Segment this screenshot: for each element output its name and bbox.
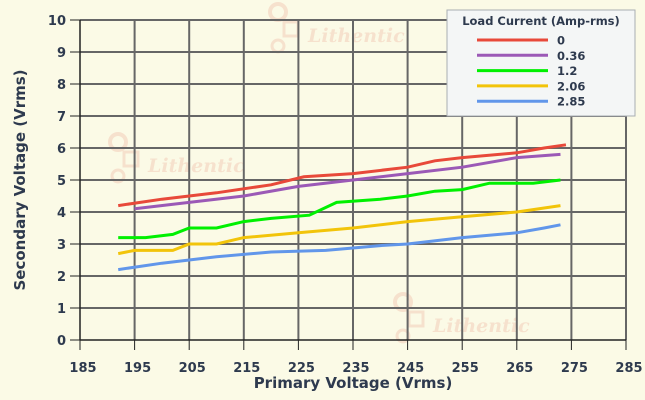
series-line-2.85 [118, 223, 561, 272]
x-axis-label: Primary Voltage (Vrms) [254, 374, 453, 392]
legend: Load Current (Amp-rms) 00.361.22.06 2.85 [446, 9, 636, 117]
x-tick-label: 185 [69, 361, 96, 376]
y-tick-label: 10 [48, 14, 66, 29]
x-tick-label: 275 [561, 361, 588, 376]
y-tick-label: 0 [57, 334, 66, 349]
axes: 185 195 205 215 225 235 245 255 265 275 285 0 1 2 3 4 5 6… [48, 14, 643, 376]
y-tick-label: 2 [57, 270, 66, 285]
y-tick-label: 1 [57, 302, 66, 317]
y-tick-label: 9 [57, 46, 66, 61]
series-line-2.06 [117, 204, 561, 256]
series-lines [117, 143, 567, 272]
y-tick-label: 5 [57, 174, 66, 189]
y-tick-label: 8 [57, 78, 66, 93]
x-tick-label: 205 [179, 361, 206, 376]
watermark-text: Lithentic [432, 315, 530, 337]
legend-item-label: 0 [557, 34, 565, 48]
watermark-text: Lithentic [147, 155, 245, 177]
x-tick-label: 245 [397, 361, 424, 376]
legend-item-label: 0.36 [557, 49, 585, 63]
y-tick-label: 6 [57, 142, 66, 157]
y-tick-label: 7 [57, 110, 66, 125]
legend-item-label: 1.2 [557, 64, 577, 78]
x-tick-label: 225 [288, 361, 315, 376]
watermarks: Lithentic Lithentic Lithentic [108, 2, 530, 344]
watermark-logo: Lithentic [268, 2, 405, 54]
series-line-0.36 [134, 152, 561, 211]
x-tick-label: 195 [124, 361, 151, 376]
watermark-logo: Lithentic [393, 292, 530, 344]
x-tick-label: 235 [342, 361, 369, 376]
legend-item-label: 2.06 [557, 79, 585, 93]
x-tick-label: 255 [452, 361, 479, 376]
series-line-1.2 [118, 178, 561, 240]
watermark-logo: Lithentic [108, 132, 245, 184]
x-tick-label: 265 [506, 361, 533, 376]
legend-title: Load Current (Amp-rms) [462, 14, 620, 28]
watermark-text: Lithentic [307, 25, 405, 47]
series-line-0 [118, 143, 567, 208]
x-tick-label: 285 [615, 361, 642, 376]
y-tick-label: 4 [57, 206, 66, 221]
y-axis-label: Secondary Voltage (Vrms) [11, 69, 29, 290]
x-tick-label: 215 [233, 361, 260, 376]
y-tick-label: 3 [57, 238, 66, 253]
legend-item-label: 2.85 [557, 95, 585, 109]
